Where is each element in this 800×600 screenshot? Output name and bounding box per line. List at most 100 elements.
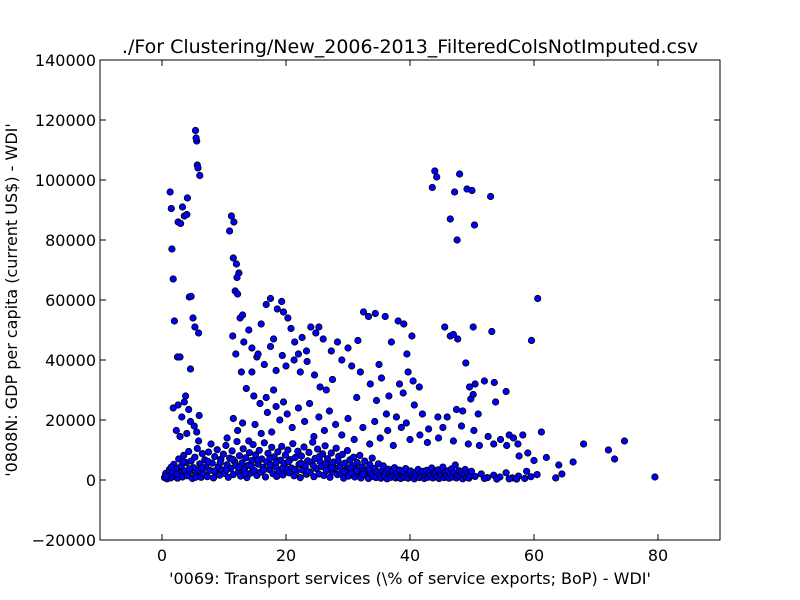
y-tick-label: 20000 [45,411,96,430]
data-point [204,448,213,456]
data-point [555,461,563,469]
data-point [255,446,263,454]
data-point [207,440,215,448]
data-point [191,453,199,461]
data-point [446,215,454,223]
data-point [284,446,292,454]
data-point [431,167,439,175]
data-point [305,448,313,456]
data-point [185,465,193,473]
data-point [313,445,322,453]
data-point [397,423,405,432]
data-point [242,384,250,393]
data-point [213,446,221,454]
data-point [273,305,281,313]
data-point [183,210,191,219]
data-point [229,414,237,423]
data-point [402,419,410,427]
data-point [180,398,188,406]
data-point [185,447,193,456]
data-point [210,467,218,475]
data-point [268,443,276,451]
data-point [183,194,191,202]
data-point [167,204,175,213]
data-point [190,422,198,430]
data-point [303,357,311,366]
data-point [173,470,181,478]
data-point [400,320,408,328]
data-point [268,428,276,436]
data-point [320,426,328,435]
data-point [534,294,542,303]
data-point [350,435,358,444]
data-point [353,393,361,402]
data-point [379,462,387,470]
data-point [316,383,324,391]
data-point [276,416,284,424]
data-point [219,450,227,458]
data-point [382,410,390,418]
data-point [291,465,299,474]
data-point [240,338,248,346]
data-point [552,474,560,482]
data-point [191,323,199,331]
data-point [470,426,478,435]
data-point [228,447,236,455]
data-point [371,309,379,318]
data-point [287,324,295,333]
data-point [474,410,482,418]
data-point [462,359,470,367]
y-tick-label: 80000 [45,231,96,250]
data-point [278,442,286,450]
data-point [234,426,242,435]
data-point [416,431,424,439]
data-point [384,426,392,435]
data-point [296,473,304,482]
y-tick-label: 60000 [45,291,96,310]
data-point [418,410,426,418]
data-point [491,398,500,406]
y-axis: −20000 0 20000 40000 60000 80000 100000 120000 1… [32,51,720,550]
data-point [315,452,324,461]
data-point [260,466,268,474]
data-point [233,437,241,446]
data-point [223,434,231,442]
data-point [195,411,203,420]
data-point [176,432,184,441]
data-point [269,386,278,394]
data-point [256,399,264,408]
data-point [260,360,268,369]
data-point [222,466,231,474]
data-point [457,422,466,430]
data-point [493,475,501,483]
data-point [359,470,367,478]
data-point [305,399,314,408]
data-point [303,467,311,475]
data-point [291,453,299,462]
data-point [395,380,404,388]
y-tick-label: −20000 [32,531,96,550]
data-point [406,435,414,444]
data-point [502,387,510,396]
data-point [284,314,292,322]
data-point [522,467,531,475]
data-point [162,472,170,480]
data-point [480,377,488,385]
data-point [348,362,356,370]
data-point [302,347,311,355]
data-point [515,452,523,460]
data-point [385,392,393,400]
data-point [403,350,411,358]
data-point [312,329,320,337]
data-point [502,469,510,477]
data-point [174,401,182,409]
data-point [232,260,240,268]
y-tick-label: 40000 [45,351,96,370]
x-tick-label: 0 [157,546,167,565]
data-point [263,408,271,417]
data-point [253,456,262,464]
data-point [346,464,355,472]
data-point [322,460,330,468]
y-tick-label: 0 [86,471,96,490]
data-point [278,351,286,360]
